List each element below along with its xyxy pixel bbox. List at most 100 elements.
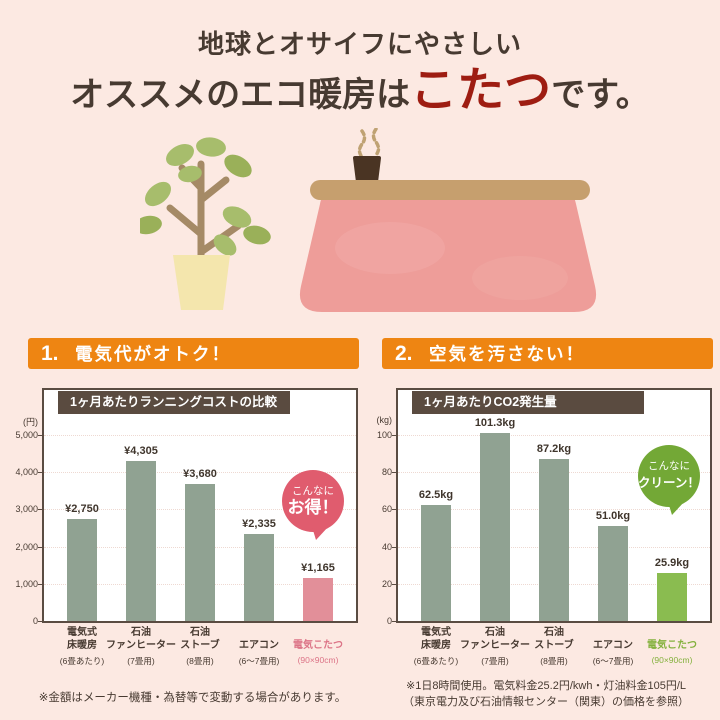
y-axis-label: 3,000 <box>15 504 38 515</box>
category-label-sub: (6畳あたり) <box>413 656 459 666</box>
bar-value-label: 62.5kg <box>418 488 454 501</box>
section-number: 2. <box>395 341 413 365</box>
category-label-line1: 石油 <box>485 627 505 638</box>
chart-title: 1ヶ月あたりCO2発生量 <box>412 391 644 414</box>
bar-エアコン <box>598 526 628 621</box>
y-axis-tick <box>392 583 396 585</box>
bar-value-label: 51.0kg <box>595 510 631 523</box>
category-label-sub: (8畳用) <box>540 656 568 666</box>
x-axis-label: 電気式 床暖房 (6畳あたり) <box>398 627 474 667</box>
page-title-line2-suffix: です。 <box>551 77 650 114</box>
category-label-sub: (8畳用) <box>186 656 214 666</box>
teacup-icon <box>353 156 381 184</box>
y-axis-tick <box>38 583 42 585</box>
section-co2-header: 2. 空気を汚さない！ <box>382 338 713 369</box>
x-axis-label: 電気式 床暖房 (6畳あたり) <box>44 627 120 667</box>
page-title-line2: オススメのエコ暖房はこたつです。 <box>0 65 720 122</box>
category-label-sub: (6畳あたり) <box>59 656 105 666</box>
kotatsu-blanket <box>299 188 597 312</box>
x-axis-label: 石油 ストーブ (8畳用) <box>516 627 592 667</box>
x-axis-label: 電気こたつ (90×90cm) <box>634 627 710 666</box>
bar-エアコン <box>244 534 274 621</box>
bar-value-label: ¥3,680 <box>183 468 217 481</box>
kotatsu-tabletop <box>310 180 590 200</box>
y-axis-tick <box>392 472 396 474</box>
bar-床暖房 <box>67 518 97 621</box>
category-label-line2: ファンヒーター <box>460 639 530 651</box>
badge-line2: お得！ <box>287 497 339 517</box>
badge-line1: こんなに <box>292 484 334 497</box>
category-label-line2: ファンヒーター <box>106 639 176 651</box>
bar-ストーブ <box>185 484 215 621</box>
y-axis-label: 60 <box>381 504 392 515</box>
x-axis-label: 石油 ファンヒーター (7畳用) <box>103 627 179 667</box>
section-cost: 1. 電気代がオトク！ 1ヶ月あたりランニングコストの比較 (円) こんなに お… <box>15 338 359 678</box>
x-axis-label: 石油 ストーブ (8畳用) <box>162 627 238 667</box>
y-axis-tick <box>392 435 396 436</box>
y-axis-tick <box>38 435 42 436</box>
plant-leaves <box>140 137 271 256</box>
y-axis-label: 100 <box>376 430 392 440</box>
category-label-sub: (6〜7畳用) <box>592 656 634 666</box>
category-label-sub: (90×90cm) <box>297 655 339 665</box>
bar-value-label: 87.2kg <box>536 442 572 455</box>
badge-line1: こんなに <box>648 459 690 472</box>
category-label-line2: ストーブ <box>180 639 220 651</box>
blanket-texture <box>335 222 445 274</box>
category-label-line1 <box>634 627 710 640</box>
y-axis-tick <box>38 509 42 511</box>
category-label-sub: (90×90cm) <box>651 655 693 665</box>
y-axis-unit: (円) <box>23 417 38 427</box>
category-label-line1: 石油 <box>190 627 210 638</box>
chart-title: 1ヶ月あたりランニングコストの比較 <box>58 391 290 414</box>
category-label-line1: 電気式 <box>67 627 97 638</box>
eco-heating-illustration <box>140 128 597 312</box>
page-title-highlight: こたつ <box>410 65 552 117</box>
x-axis-label: エアコン (6〜7畳用) <box>221 627 297 667</box>
blanket-texture <box>472 256 568 300</box>
x-axis-label: 電気こたつ (90×90cm) <box>280 627 356 666</box>
cost-chart: 1ヶ月あたりランニングコストの比較 (円) こんなに お得！ 0 1,000 2,0… <box>15 388 359 678</box>
section-cost-header: 1. 電気代がオトク！ <box>28 338 359 369</box>
category-label-line1: 石油 <box>544 627 564 638</box>
category-label-line1: 電気式 <box>421 627 451 638</box>
gridline <box>398 435 710 436</box>
y-axis-tick <box>38 621 42 622</box>
x-axis-label: 石油 ファンヒーター (7畳用) <box>457 627 533 667</box>
chart-plot-area <box>396 388 712 623</box>
footnote-cost: ※金額はメーカー機種・為替等で変動する場合があります。 <box>38 692 347 704</box>
category-label-line2: 電気こたつ <box>293 639 343 651</box>
y-axis-label: 80 <box>381 467 392 478</box>
bar-value-label: 101.3kg <box>474 416 516 429</box>
y-axis-tick <box>392 621 396 622</box>
category-label-line2: 電気こたつ <box>647 639 697 651</box>
plant-pot <box>173 255 230 310</box>
bar-電気こたつ <box>657 572 687 621</box>
footnote-co2-line2: （東京電力及び石油情報センター（関東）の価格を参照） <box>403 695 689 708</box>
steam-icon <box>357 128 381 159</box>
section-co2: 2. 空気を汚さない！ 1ヶ月あたりCO2発生量 (kg) こんなに クリーン！… <box>377 338 713 678</box>
potted-plant-illustration <box>140 137 271 310</box>
y-axis-label: 40 <box>381 541 392 552</box>
bar-床暖房 <box>421 504 451 621</box>
page-title: 地球とオサイフにやさしい オススメのエコ暖房はこたつです。 <box>0 24 720 122</box>
category-label-sub: (6〜7畳用) <box>238 656 280 666</box>
page-title-line1: 地球とオサイフにやさしい <box>197 30 522 59</box>
bar-電気こたつ <box>303 577 333 621</box>
gridline <box>44 472 356 474</box>
gridline <box>44 435 356 436</box>
category-label-line2: ストーブ <box>534 639 574 651</box>
category-label-line2: 床暖房 <box>421 639 451 651</box>
y-axis-unit: (kg) <box>376 415 393 425</box>
bar-value-label: ¥1,165 <box>301 561 335 574</box>
footnote-co2: ※1日8時間使用。電気料金25.2円/kwh・灯油料金105円/L （東京電力及… <box>376 679 716 710</box>
bar-ストーブ <box>539 458 569 621</box>
co2-chart: 1ヶ月あたりCO2発生量 (kg) こんなに クリーン！ 0 20 40 60 80 10… <box>377 388 713 678</box>
y-axis-label: 0 <box>386 616 392 626</box>
kotatsu-illustration <box>299 128 597 312</box>
y-axis-label: 0 <box>32 616 38 626</box>
category-label-line1 <box>280 627 356 640</box>
section-heading: 空気を汚さない！ <box>429 344 585 364</box>
bar-ファンヒーター <box>126 460 156 621</box>
